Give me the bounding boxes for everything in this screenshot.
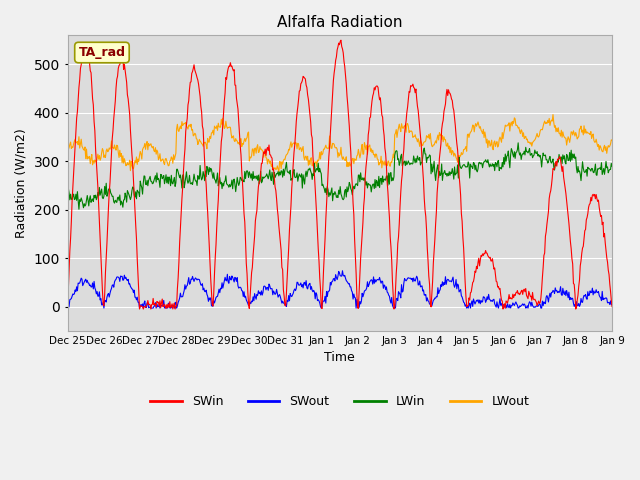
LWin xyxy=(214,183,222,189)
SWin xyxy=(424,245,431,251)
LWin xyxy=(515,140,522,146)
SWout xyxy=(74,280,82,286)
SWout xyxy=(65,305,72,311)
LWout xyxy=(549,112,557,118)
Line: LWout: LWout xyxy=(68,115,612,172)
LWout xyxy=(185,122,193,128)
X-axis label: Time: Time xyxy=(324,351,355,364)
SWout xyxy=(186,281,193,287)
Line: LWin: LWin xyxy=(68,143,612,209)
SWin xyxy=(64,302,72,308)
LWout xyxy=(64,152,72,158)
SWin xyxy=(186,86,193,92)
LWout xyxy=(422,133,430,139)
LWin xyxy=(186,172,193,178)
Title: Alfalfa Radiation: Alfalfa Radiation xyxy=(277,15,403,30)
Line: SWin: SWin xyxy=(68,40,612,309)
SWin xyxy=(130,177,138,183)
Line: SWout: SWout xyxy=(68,271,612,308)
SWout xyxy=(64,303,72,309)
LWout xyxy=(407,129,415,134)
SWout xyxy=(424,295,431,301)
SWin xyxy=(337,37,345,43)
SWout xyxy=(608,302,616,308)
SWin xyxy=(608,304,616,310)
Legend: SWin, SWout, LWin, LWout: SWin, SWout, LWin, LWout xyxy=(145,390,534,413)
LWout xyxy=(214,128,221,133)
SWin xyxy=(214,197,222,203)
SWout xyxy=(131,288,138,293)
LWin xyxy=(422,160,430,166)
LWin xyxy=(608,164,616,169)
SWin xyxy=(408,84,415,89)
SWin xyxy=(74,108,81,114)
SWout xyxy=(214,290,222,296)
SWout xyxy=(339,268,346,274)
LWout xyxy=(130,166,138,172)
LWin xyxy=(407,160,415,166)
LWin xyxy=(75,206,83,212)
Text: TA_rad: TA_rad xyxy=(79,46,125,59)
LWin xyxy=(131,192,138,198)
Y-axis label: Radiation (W/m2): Radiation (W/m2) xyxy=(15,128,28,238)
SWin xyxy=(136,306,143,312)
SWout xyxy=(408,277,415,283)
LWout xyxy=(74,139,81,144)
LWin xyxy=(64,186,72,192)
LWin xyxy=(74,189,81,194)
LWout xyxy=(275,169,283,175)
LWout xyxy=(608,137,616,143)
